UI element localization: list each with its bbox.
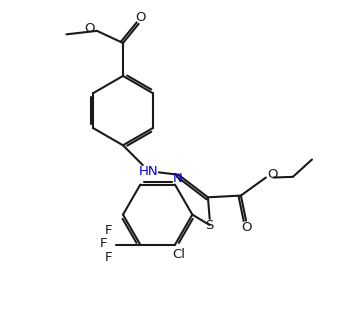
Text: N: N [173, 172, 182, 185]
Text: O: O [241, 221, 251, 234]
Text: O: O [84, 22, 95, 35]
Text: F: F [105, 251, 112, 264]
Text: F: F [100, 237, 108, 250]
Text: S: S [205, 218, 214, 232]
Text: HN: HN [139, 165, 159, 178]
Text: Cl: Cl [172, 248, 185, 261]
Text: O: O [135, 11, 146, 24]
Text: F: F [105, 224, 112, 237]
Text: O: O [267, 168, 278, 181]
